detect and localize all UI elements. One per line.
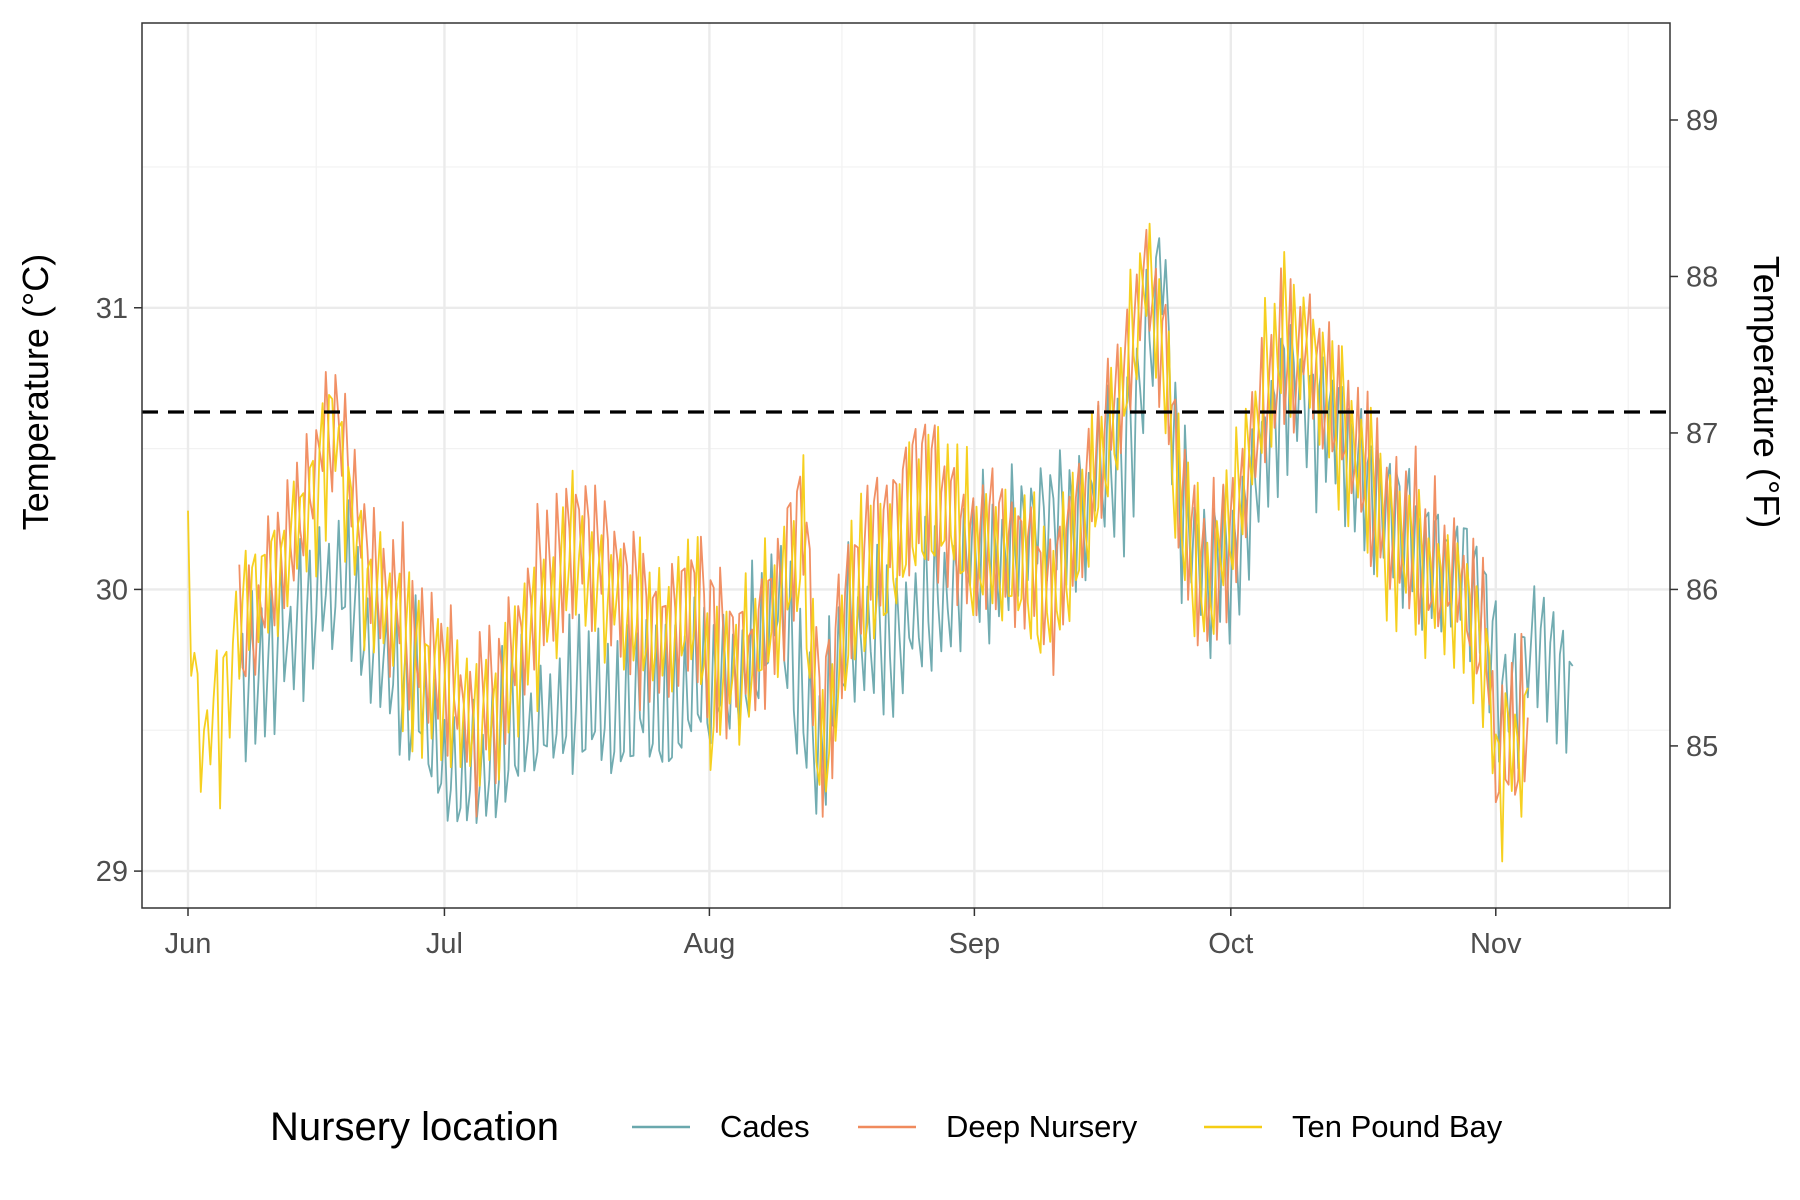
plot-panel-border <box>141 22 1671 909</box>
y-tick-label-left-29: 29 <box>96 856 128 888</box>
legend-label-ten-pound-bay: Ten Pound Bay <box>1292 1109 1503 1144</box>
series-layer <box>187 222 1574 863</box>
axis-left: 29 30 31 <box>96 293 142 888</box>
y-axis-title-left: Temperature (°C) <box>15 254 56 530</box>
series-line-ten-pound-bay <box>187 222 1529 863</box>
axis-bottom: Jun Jul Aug Sep Oct Nov <box>165 908 1522 960</box>
legend: Nursery location Cades Deep Nursery Ten Po… <box>270 1105 1503 1149</box>
y-tick-label-right-86: 86 <box>1686 574 1718 606</box>
legend-label-deep-nursery: Deep Nursery <box>946 1109 1138 1144</box>
x-tick-label-sep: Sep <box>949 928 1001 960</box>
y-tick-label-right-87: 87 <box>1686 418 1718 450</box>
axis-right: 85 86 87 88 89 <box>1670 105 1718 763</box>
x-tick-label-jul: Jul <box>426 928 463 960</box>
x-tick-label-jun: Jun <box>165 928 212 960</box>
y-tick-label-left-31: 31 <box>96 293 128 325</box>
y-tick-label-right-85: 85 <box>1686 731 1718 763</box>
y-axis-title-right: Temperature (°F) <box>1746 256 1787 528</box>
legend-label-cades: Cades <box>720 1109 810 1144</box>
x-tick-label-aug: Aug <box>684 928 736 960</box>
y-tick-label-left-30: 30 <box>96 574 128 606</box>
legend-items: Cades Deep Nursery Ten Pound Bay <box>632 1109 1503 1144</box>
y-tick-label-right-88: 88 <box>1686 261 1718 293</box>
x-tick-label-nov: Nov <box>1470 928 1522 960</box>
legend-title: Nursery location <box>270 1105 559 1149</box>
x-tick-label-oct: Oct <box>1208 928 1253 960</box>
y-tick-label-right-89: 89 <box>1686 105 1718 137</box>
